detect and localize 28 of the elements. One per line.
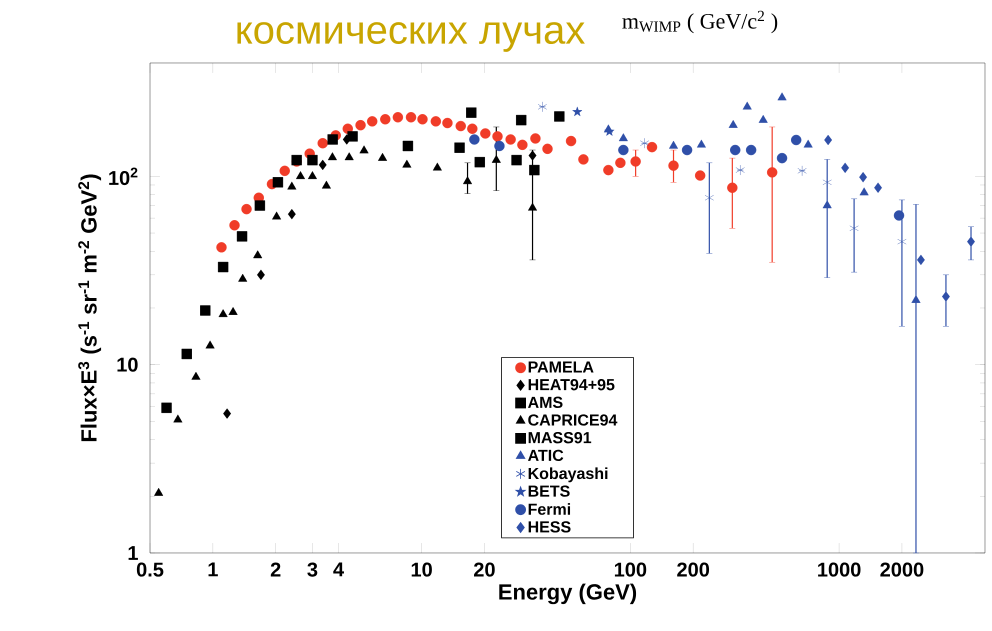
x-tick-label: 100 <box>614 562 646 577</box>
y-tick-label: 10 <box>117 358 138 372</box>
legend-label: Fermi <box>528 503 570 515</box>
legend-label: AMS <box>528 396 563 408</box>
x-tick-label: 1000 <box>818 562 861 577</box>
text: m$_{WIMP}$ ( GeV/c$^{2}$ ) <box>622 10 778 34</box>
text: Flux×E$^{3}$ (s$^{-1}$ sr$^{-1}$ m$^{-2}$ GeV$^{2}$) <box>78 174 102 442</box>
x-tick-label: 2000 <box>880 562 924 577</box>
x-tick-label: 4 <box>333 562 344 576</box>
y-tick-label: 10$^{2}$ <box>109 168 138 186</box>
legend-label: HESS <box>528 521 571 533</box>
x-tick-label: 200 <box>677 562 710 577</box>
legend-label: HEAT94+95 <box>528 379 614 390</box>
x-tick-label: 1 <box>208 562 218 576</box>
x-tick-label: 0.5 <box>136 562 164 577</box>
x-tick-label: 3 <box>307 562 318 577</box>
x-tick-label: 2 <box>270 562 280 576</box>
legend-label: CAPRICE94 <box>528 414 618 426</box>
legend-label: ATIC <box>528 450 564 462</box>
x-tick-label: 10 <box>412 562 432 577</box>
x-tick-label: 20 <box>474 562 495 577</box>
x-axis-title: Energy (GeV) <box>499 584 636 604</box>
text: космических лучах <box>237 22 585 52</box>
legend-label: BETS <box>528 485 570 497</box>
legend-label: PAMELA <box>528 361 594 372</box>
legend-label: Kobayashi <box>528 467 608 482</box>
y-tick-label: 1 <box>128 546 138 560</box>
legend-label: MASS91 <box>528 432 592 444</box>
